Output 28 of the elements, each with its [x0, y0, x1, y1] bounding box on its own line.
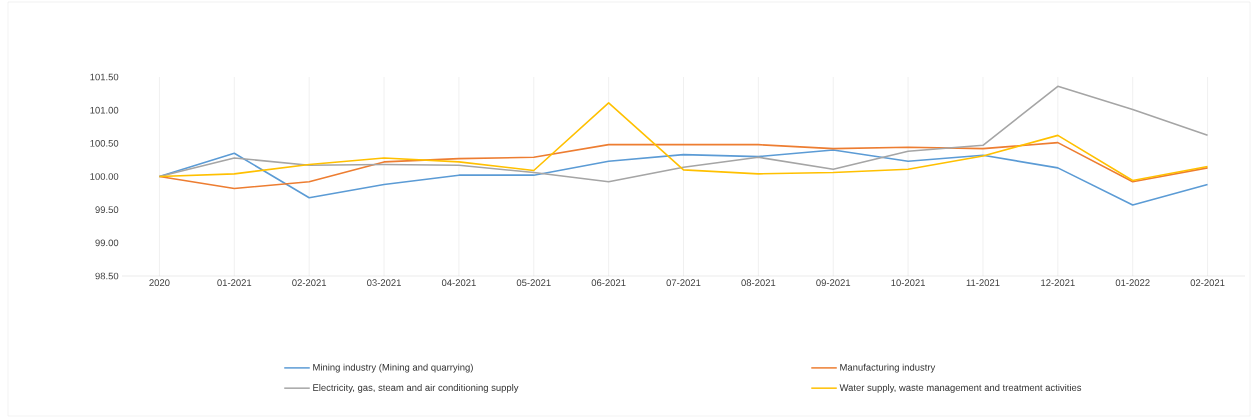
x-tick-label: 08-2021: [741, 279, 776, 287]
line-series: [158, 85, 1209, 183]
x-tick-label: 03-2021: [367, 279, 401, 287]
x-tick-label: 11-2021: [966, 279, 1000, 287]
legend-label: Electricity, gas, steam and air conditioning supply: [313, 384, 519, 393]
x-tick-label: 02-2021: [292, 279, 327, 287]
y-tick-label: 100.50: [90, 139, 119, 147]
x-tick-label: 12-2021: [1041, 279, 1075, 287]
x-tick-label: 09-2021: [816, 279, 851, 287]
y-tick-label: 101.50: [90, 73, 119, 81]
x-tick-label: 02-2021: [1190, 279, 1225, 287]
y-tick-label: 101.00: [90, 106, 119, 114]
x-tick-label: 04-2021: [441, 279, 476, 287]
y-tick-label: 99.00: [95, 239, 119, 247]
x-tick-label: 05-2021: [516, 279, 551, 287]
x-tick-label: 2020: [149, 279, 170, 287]
line-series: [158, 102, 1209, 182]
legend-label: Mining industry (Mining and quarrying): [313, 363, 473, 373]
y-tick-label: 98.50: [95, 272, 119, 280]
x-tick-label: 10-2021: [891, 279, 925, 287]
x-tick-label: 06-2021: [591, 279, 626, 287]
x-tick-label: 07-2021: [666, 279, 701, 287]
legend-label: Water supply, waste management and treatment activities: [839, 384, 1082, 393]
x-tick-label: 01-2021: [217, 279, 252, 287]
legend-label: Manufacturing industry: [840, 363, 936, 373]
y-tick-label: 99.50: [95, 206, 119, 214]
x-tick-label: 01-2022: [1115, 279, 1150, 287]
y-tick-label: 100.00: [90, 173, 119, 180]
